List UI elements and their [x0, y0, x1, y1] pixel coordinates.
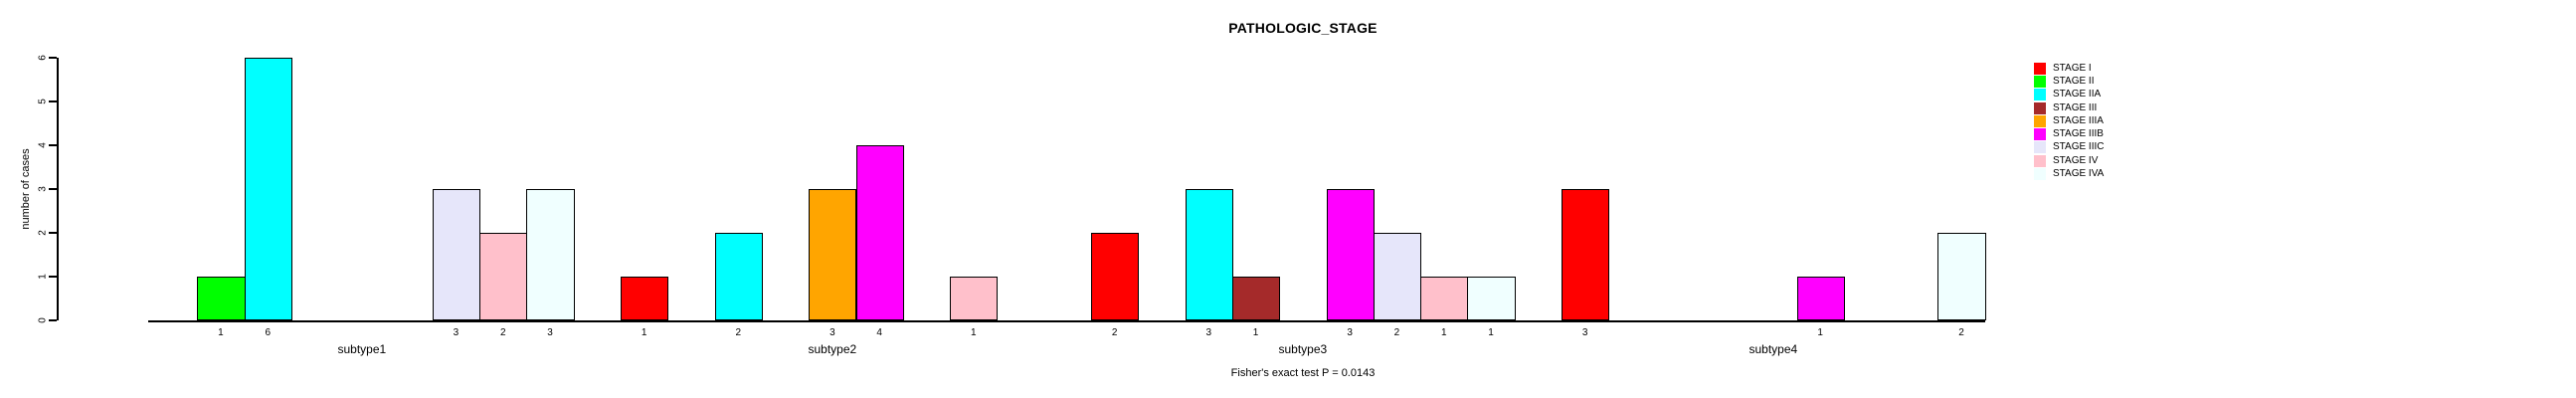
bar-value-label: 1: [1488, 327, 1494, 338]
legend-label: STAGE I: [2053, 62, 2092, 74]
legend-label: STAGE IIIC: [2053, 141, 2105, 153]
bar: [621, 277, 669, 320]
bar-value-label: 2: [1111, 327, 1118, 338]
bar: [1185, 189, 1233, 320]
bar-value-label: 3: [547, 327, 553, 338]
legend-swatch: [2034, 75, 2046, 88]
bar: [1091, 233, 1140, 320]
x-baseline: [148, 320, 1985, 322]
y-tick-label: 3: [37, 186, 49, 192]
y-tick-label: 2: [37, 230, 49, 236]
bar: [197, 277, 246, 320]
legend-swatch: [2034, 101, 2046, 114]
legend-label: STAGE III: [2053, 101, 2098, 113]
bar: [1326, 189, 1375, 320]
bar: [809, 189, 857, 320]
y-tick: [49, 57, 57, 59]
chart-title: PATHOLOGIC_STAGE: [1228, 20, 1378, 36]
bar-value-label: 3: [1347, 327, 1353, 338]
bar: [432, 189, 481, 320]
legend: STAGE I STAGE II STAGE IIA STAGE III STAGE I…: [2034, 62, 2105, 181]
bar-value-label: 1: [970, 327, 977, 338]
bar: [1937, 233, 1986, 320]
y-tick-label: 1: [37, 274, 49, 280]
y-tick: [49, 319, 57, 321]
bar-value-label: 3: [1581, 327, 1588, 338]
bar: [855, 145, 904, 320]
y-tick-label: 0: [37, 317, 49, 323]
legend-item: STAGE IIIA: [2034, 114, 2105, 127]
bar-value-label: 6: [265, 327, 272, 338]
bar-value-label: 2: [1393, 327, 1400, 338]
group-label: subtype4: [1748, 342, 1798, 356]
bar: [1420, 277, 1469, 320]
bar-value-label: 3: [453, 327, 460, 338]
bar: [244, 58, 292, 320]
bar-value-label: 4: [876, 327, 882, 338]
legend-item: STAGE IIIC: [2034, 141, 2105, 154]
bar: [1231, 277, 1281, 320]
legend-item: STAGE IV: [2034, 154, 2105, 167]
legend-label: STAGE IIIA: [2053, 114, 2104, 126]
bar-value-label: 2: [1958, 327, 1964, 338]
y-tick: [49, 144, 57, 146]
bar: [526, 189, 575, 320]
legend-item: STAGE IVA: [2034, 167, 2105, 181]
group-label: subtype1: [337, 342, 387, 356]
bar-value-label: 1: [218, 327, 224, 338]
bar: [1467, 277, 1516, 320]
bar-value-label: 3: [829, 327, 835, 338]
bar-value-label: 1: [1252, 327, 1259, 338]
y-tick: [49, 100, 57, 102]
y-tick-label: 4: [37, 142, 49, 148]
legend-label: STAGE IVA: [2053, 168, 2105, 180]
legend-item: STAGE I: [2034, 62, 2105, 75]
y-tick: [49, 232, 57, 234]
bar-value-label: 3: [1205, 327, 1212, 338]
legend-label: STAGE IV: [2053, 154, 2099, 166]
legend-item: STAGE IIIB: [2034, 127, 2105, 141]
y-tick-label: 5: [37, 99, 49, 104]
bar: [1796, 277, 1845, 320]
y-tick: [49, 188, 57, 190]
group-label: subtype3: [1278, 342, 1328, 356]
legend-label: STAGE II: [2053, 75, 2095, 87]
y-axis-line: [57, 58, 59, 320]
legend-swatch: [2034, 154, 2046, 167]
legend-swatch: [2034, 62, 2046, 75]
legend-label: STAGE IIA: [2053, 89, 2102, 100]
y-tick: [49, 276, 57, 278]
group-label: subtype2: [808, 342, 857, 356]
bar: [950, 277, 999, 320]
legend-swatch: [2034, 168, 2046, 181]
bar: [1562, 189, 1610, 320]
legend-swatch: [2034, 114, 2046, 127]
bar-value-label: 2: [499, 327, 506, 338]
legend-swatch: [2034, 89, 2046, 101]
legend-swatch: [2034, 141, 2046, 154]
bar-value-label: 1: [641, 327, 647, 338]
y-tick-label: 6: [37, 55, 49, 61]
legend-label: STAGE IIIB: [2053, 128, 2104, 140]
bar: [714, 233, 763, 320]
bar-value-label: 1: [1440, 327, 1447, 338]
bar-value-label: 1: [1817, 327, 1823, 338]
legend-item: STAGE II: [2034, 75, 2105, 88]
bar-value-label: 2: [735, 327, 742, 338]
legend-swatch: [2034, 128, 2046, 141]
fisher-test-caption: Fisher's exact test P = 0.0143: [1230, 367, 1376, 379]
bar: [479, 233, 528, 320]
legend-item: STAGE III: [2034, 101, 2105, 114]
legend-item: STAGE IIA: [2034, 89, 2105, 101]
bar: [1373, 233, 1422, 320]
